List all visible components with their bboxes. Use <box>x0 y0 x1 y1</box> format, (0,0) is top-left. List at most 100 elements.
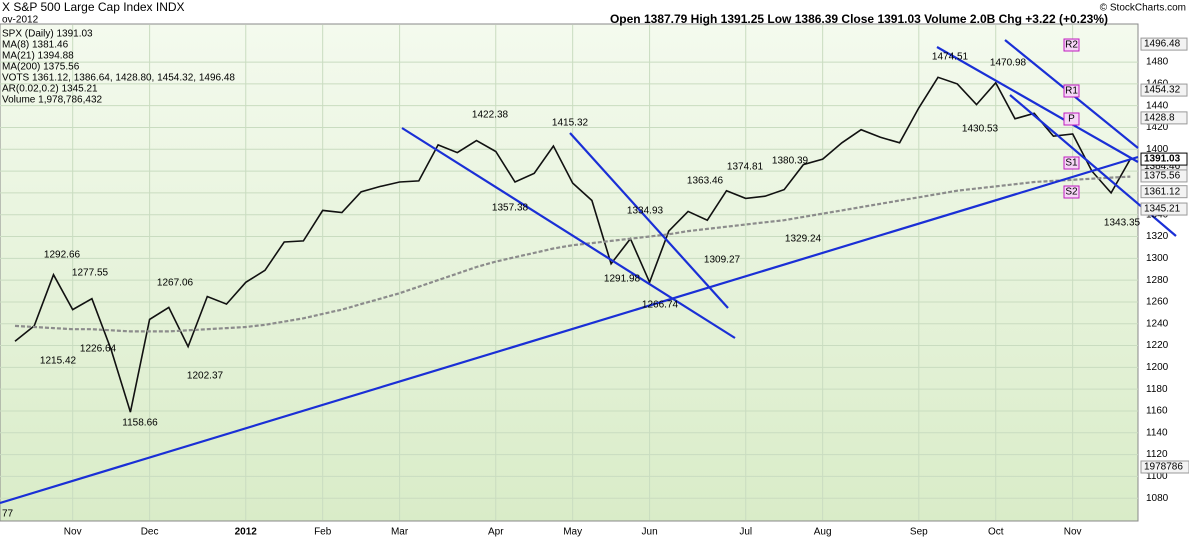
price-label: 1345.21 <box>1144 204 1181 215</box>
price-label: 1454.32 <box>1144 85 1181 96</box>
legend-entry: SPX (Daily) 1391.03 <box>2 29 93 40</box>
price-label: 1361.12 <box>1144 186 1181 197</box>
x-tick-label: Apr <box>488 527 504 538</box>
price-label-box <box>1140 169 1188 183</box>
price-annotation: 1415.32 <box>552 118 589 129</box>
pivot-label: S1 <box>1065 158 1078 169</box>
price-label: 1384.46 <box>1144 161 1181 172</box>
y-tick-label: 1480 <box>1146 57 1169 68</box>
y-tick-label: 1180 <box>1146 384 1168 395</box>
price-annotation: 1292.66 <box>44 250 81 261</box>
y-tick-label: 1440 <box>1146 100 1169 111</box>
x-tick-label: May <box>563 527 582 538</box>
price-annotation: 1430.53 <box>962 124 999 135</box>
pivot-box <box>1063 156 1080 170</box>
volume-label: 1978786 <box>1144 462 1183 473</box>
trendlines <box>0 39 1177 505</box>
price-annotation: 1267.06 <box>157 278 194 289</box>
pivot-label: P <box>1068 114 1075 125</box>
pivot-label: S2 <box>1065 187 1078 198</box>
y-tick-label: 1100 <box>1146 471 1168 482</box>
price-annotation: 1363.46 <box>687 176 724 187</box>
price-annotation: 1470.98 <box>990 58 1027 69</box>
price-annotation: 1357.38 <box>492 203 529 214</box>
price-annotation: 1202.37 <box>187 371 224 382</box>
pivot-box <box>1063 38 1080 52</box>
price-annotation: 1266.74 <box>642 300 679 311</box>
pivot-label: R2 <box>1065 40 1078 51</box>
y-tick-label: 1300 <box>1146 253 1169 264</box>
price-annotation: 1374.81 <box>727 162 764 173</box>
pivot-box <box>1063 112 1080 126</box>
x-tick-label: Oct <box>988 527 1004 538</box>
corner-label: 77 <box>2 509 14 520</box>
y-tick-label: 1160 <box>1146 406 1168 417</box>
price-line <box>14 76 1131 413</box>
price-annotation: 1226.64 <box>80 344 117 355</box>
price-annotation: 1334.93 <box>627 206 664 217</box>
y-tick-label: 1260 <box>1146 297 1169 308</box>
x-tick-label: Feb <box>314 527 332 538</box>
trendline <box>401 127 736 339</box>
trendline <box>569 132 729 309</box>
price-label: 1496.48 <box>1144 39 1181 50</box>
price-label-box <box>1140 111 1188 125</box>
price-label: 1391.03 <box>1144 154 1181 165</box>
price-label-box <box>1140 83 1188 97</box>
price-annotation: 1291.98 <box>604 274 641 285</box>
volume-label-box <box>1140 460 1189 474</box>
price-label-box <box>1140 152 1188 166</box>
y-tick-label: 1080 <box>1146 493 1169 504</box>
x-tick-label: Jul <box>739 527 752 538</box>
y-tick-label: 1220 <box>1146 340 1169 351</box>
price-label-box <box>1140 37 1188 51</box>
y-tick-label: 1420 <box>1146 122 1169 133</box>
credit: © StockCharts.com <box>1100 3 1186 14</box>
price-annotation: 1380.39 <box>772 156 809 167</box>
y-tick-label: 1120 <box>1146 449 1168 460</box>
marks <box>14 76 1131 413</box>
y-tick-label: 1200 <box>1146 362 1169 373</box>
pivot-label: R1 <box>1065 86 1078 97</box>
x-tick-label: Jun <box>642 527 658 538</box>
legend-entry: MA(200) 1375.56 <box>2 62 80 73</box>
legend-entry: VOTS 1361.12, 1386.64, 1428.80, 1454.32,… <box>2 73 235 84</box>
quote: Open 1387.79 High 1391.25 Low 1386.39 Cl… <box>610 12 1108 26</box>
x-tick-label: Nov <box>1064 527 1082 538</box>
legend-entry: MA(8) 1381.46 <box>2 40 69 51</box>
price-annotation: 1329.24 <box>785 234 822 245</box>
price-line <box>14 175 1131 333</box>
legend-entry: AR(0.02,0.2) 1345.21 <box>2 84 98 95</box>
price-annotation: 1215.42 <box>40 356 77 367</box>
x-tick-label: Sep <box>910 527 928 538</box>
x-tick-label: Dec <box>141 527 159 538</box>
pivot-box <box>1063 84 1080 98</box>
y-tick-label: 1140 <box>1146 427 1168 438</box>
price-label-box <box>1140 185 1188 199</box>
x-tick-label: Mar <box>391 527 409 538</box>
y-tick-label: 1240 <box>1146 318 1169 329</box>
price-label: 1428.8 <box>1144 113 1175 124</box>
x-tick-label: Aug <box>814 527 832 538</box>
pivot-box <box>1063 185 1080 199</box>
price-annotation: 1277.55 <box>72 268 109 279</box>
y-tick-label: 1400 <box>1146 144 1169 155</box>
price-annotation: 1422.38 <box>472 110 509 121</box>
title: X S&P 500 Large Cap Index INDX <box>2 0 185 14</box>
legend-entry: Volume 1,978,786,432 <box>2 95 103 106</box>
price-annotation: 1343.35 <box>1104 218 1141 229</box>
price-annotation: 1158.66 <box>122 418 158 429</box>
price-label-box <box>1140 202 1188 216</box>
price-annotation: 1309.27 <box>704 255 741 266</box>
plot-area <box>0 23 1139 522</box>
trendline <box>0 155 1139 505</box>
price-annotation: 1474.51 <box>932 52 969 63</box>
y-tick-label: 1280 <box>1146 275 1169 286</box>
subtitle: ov-2012 <box>2 15 39 26</box>
trendline <box>936 46 1139 163</box>
legend-entry: MA(21) 1394.88 <box>2 51 74 62</box>
x-tick-label: Nov <box>64 527 82 538</box>
price-label: 1375.56 <box>1144 171 1181 182</box>
x-tick-label: 2012 <box>235 527 258 538</box>
